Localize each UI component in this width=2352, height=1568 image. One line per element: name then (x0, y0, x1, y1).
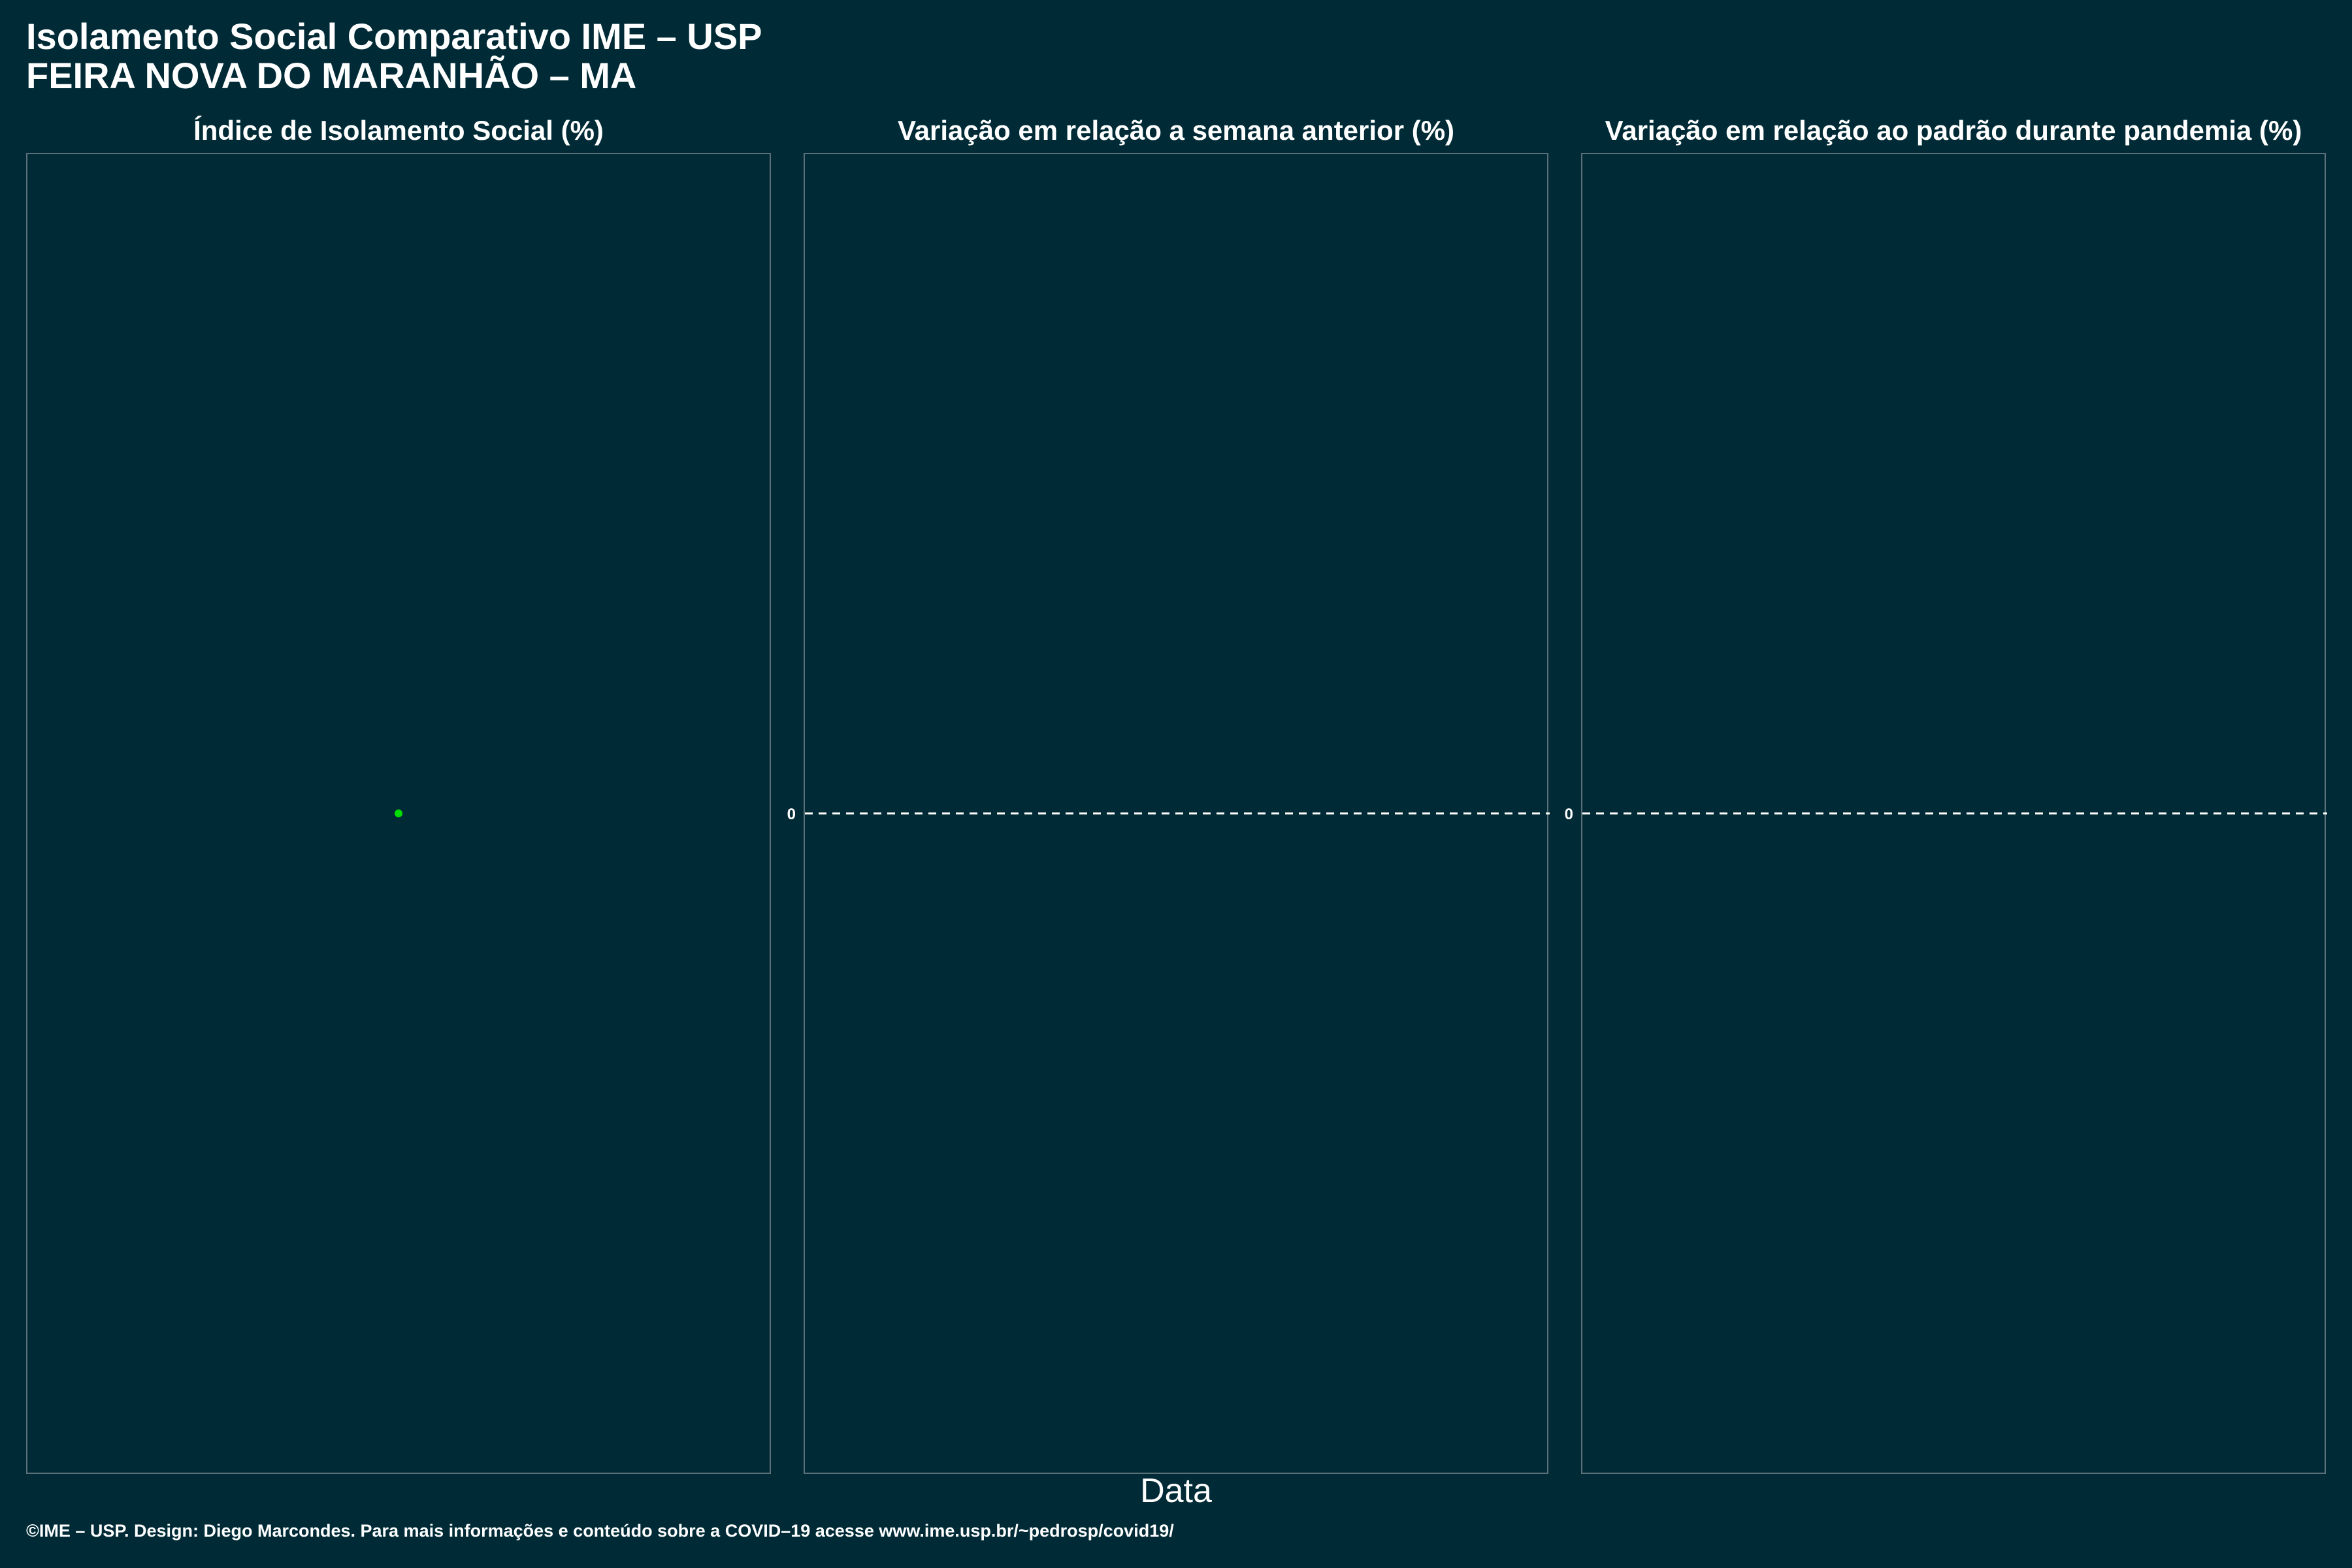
y-tick-label: 0 (1565, 806, 1573, 823)
panel-3-plot: 0 (1565, 806, 2327, 823)
panel-2-title: Variação em relação a semana anterior (%… (897, 115, 1455, 146)
panel-3-title: Variação em relação ao padrão durante pa… (1605, 115, 2302, 146)
panel-pandemic-variation: 0 (1565, 153, 2327, 1474)
chart-title: Isolamento Social Comparativo IME – USP … (26, 17, 762, 95)
title-line-2: FEIRA NOVA DO MARANHÃO – MA (26, 55, 637, 96)
panel-1-title: Índice de Isolamento Social (%) (193, 115, 604, 146)
panel-1-plot (395, 809, 402, 817)
title-line-1: Isolamento Social Comparativo IME – USP (26, 16, 762, 57)
panel-weekly-variation: 0 (787, 153, 1550, 1474)
footer-credit: ©IME – USP. Design: Diego Marcondes. Par… (26, 1521, 1174, 1541)
panel-isolation-index (26, 153, 771, 1474)
data-point (395, 809, 402, 817)
panel-2-plot: 0 (787, 806, 1550, 823)
x-axis-label: Data (1140, 1472, 1212, 1510)
y-tick-label: 0 (787, 806, 796, 823)
